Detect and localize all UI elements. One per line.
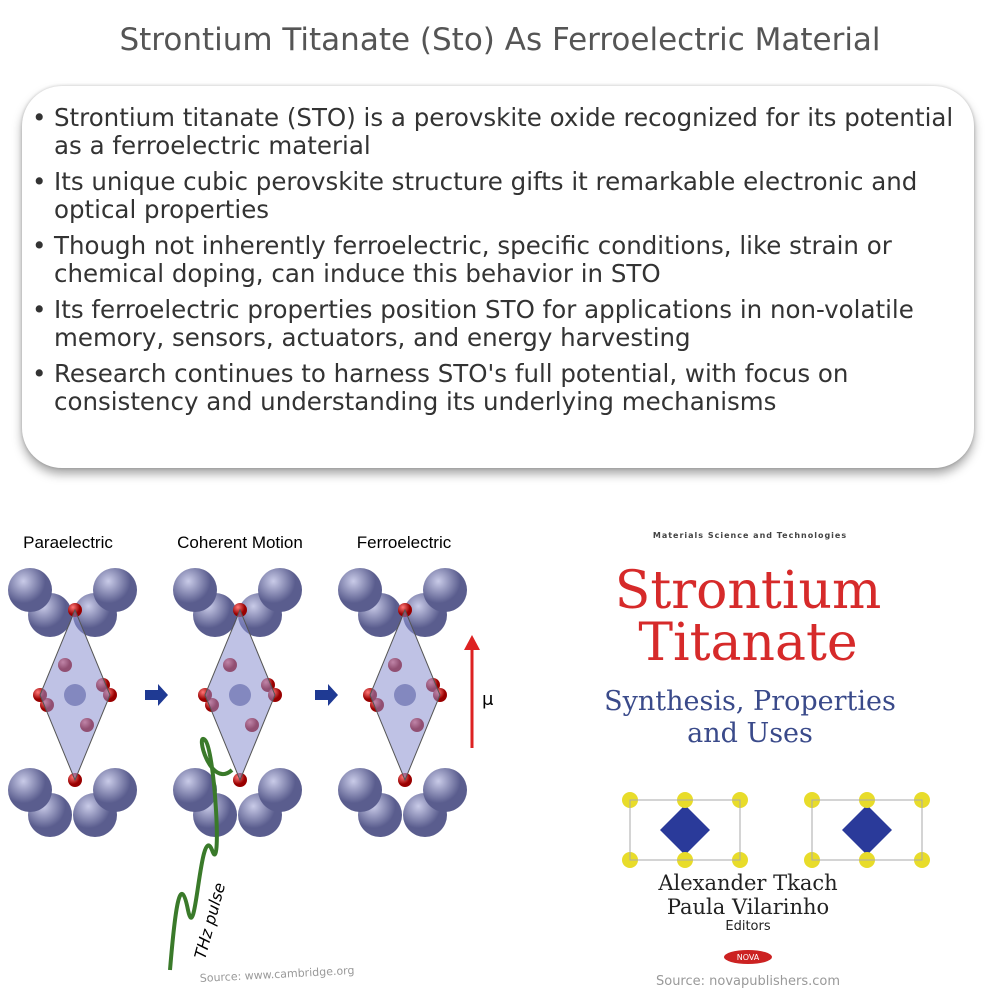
book-series: Materials Science and Technologies [653,531,847,540]
bullet-text: Though not inherently ferroelectric, spe… [54,231,892,288]
bullet: • Its unique cubic perovskite structure g… [32,168,962,224]
bullet-dot: • [32,295,47,324]
bullet-text: Strontium titanate (STO) is a perovskite… [54,103,954,160]
sr-atom [423,568,467,612]
bullet-dot: • [32,359,47,388]
octahedron [204,608,276,782]
book-editors: Editors [725,919,770,934]
mu-label: μ [482,689,494,710]
bullet-list: • Strontium titanate (STO) is a perovskit… [32,104,962,424]
card [22,86,974,468]
octahedron [369,608,441,782]
label: Ferroelectric [357,533,452,552]
publisher: NOVA [737,953,760,962]
book-editor: Alexander Tkach [657,871,837,895]
sr-atom [8,768,52,812]
bullet: • Though not inherently ferroelectric, sp… [32,232,962,288]
sr-atom [258,768,302,812]
sr-atom [338,568,382,612]
bullet-dot: • [32,167,47,196]
sr-atom [258,568,302,612]
label: Paraelectric [23,533,113,552]
sr-atom [423,768,467,812]
sr-atom [93,568,137,612]
publisher-logo [724,950,772,964]
bullet-dot: • [32,103,47,132]
title: Strontium Titanate (Sto) As Ferroelectri… [119,22,881,58]
book-source: Source: novapublishers.com [656,974,840,989]
label: Coherent Motion [177,533,303,552]
bullet-text: Research continues to harness STO's full… [54,359,849,416]
book-editor: Paula Vilarinho [667,895,829,919]
octahedron [39,608,111,782]
illustration: Paraelectric Coherent Motion Ferroelectr… [8,531,930,989]
bullet-text: Its unique cubic perovskite structure gi… [54,167,918,224]
thz-pulse [168,736,234,971]
sr-atom [338,768,382,812]
bullet: • Research continues to harness STO's ful… [32,360,962,416]
arrow [145,684,168,706]
crystal-octa [660,805,710,855]
mu-arrowhead [464,635,480,650]
sr-atom [173,768,217,812]
crystal-box [811,799,923,861]
book-subtitle: Synthesis, Properties [604,686,896,717]
book-title: Strontium [615,561,882,621]
sr-atom [93,768,137,812]
book-title: Titanate [638,613,857,673]
bullet: • Its ferroelectric properties position S… [32,296,962,352]
bullet-text: Its ferroelectric properties position ST… [54,295,914,352]
source: Source: www.cambridge.org [199,964,354,985]
bullet: • Strontium titanate (STO) is a perovskit… [32,104,962,160]
sr-atom [8,568,52,612]
sr-atom [173,568,217,612]
crystal-octa [842,805,892,855]
bullet-dot: • [32,231,47,260]
book-subtitle: and Uses [687,718,813,749]
crystal-box [629,799,741,861]
arrow [315,684,338,706]
